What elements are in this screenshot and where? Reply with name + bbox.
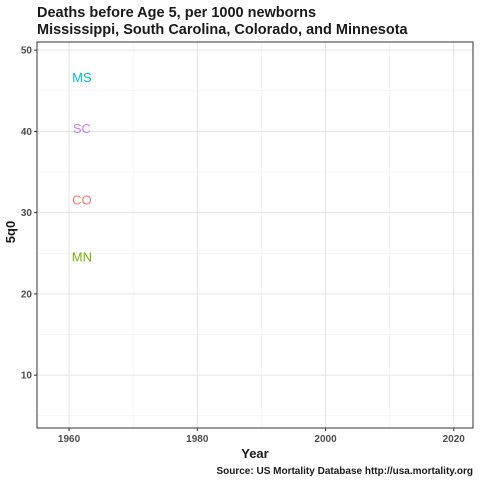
plot-area — [36, 41, 474, 429]
state-labels: MS SC CO MN — [72, 70, 92, 265]
grid — [37, 42, 473, 428]
y-tick-label: 30 — [21, 208, 33, 219]
panel-border — [36, 41, 474, 429]
state-label-co: CO — [72, 193, 92, 208]
y-axis: 10 20 30 40 50 — [21, 46, 37, 382]
state-label-sc: SC — [73, 121, 91, 136]
chart-caption: Source: US Mortality Database http://usa… — [216, 466, 473, 477]
state-label-mn: MN — [72, 250, 92, 265]
chart-title: Deaths before Age 5, per 1000 newborns — [37, 5, 316, 21]
y-tick-label: 40 — [21, 127, 33, 138]
x-tick-label: 2020 — [443, 434, 466, 445]
x-tick-label: 1980 — [186, 434, 209, 445]
x-axis-title: Year — [241, 446, 268, 461]
x-axis: 1960 1980 2000 2020 — [58, 428, 465, 445]
y-tick-label: 50 — [21, 46, 33, 57]
chart-subtitle: Mississippi, South Carolina, Colorado, a… — [37, 22, 409, 38]
state-label-ms: MS — [72, 70, 92, 85]
y-tick-label: 20 — [21, 289, 33, 300]
x-tick-label: 1960 — [58, 434, 81, 445]
x-tick-label: 2000 — [314, 434, 337, 445]
y-axis-title: 5q0 — [3, 221, 18, 243]
y-tick-label: 10 — [21, 371, 33, 382]
